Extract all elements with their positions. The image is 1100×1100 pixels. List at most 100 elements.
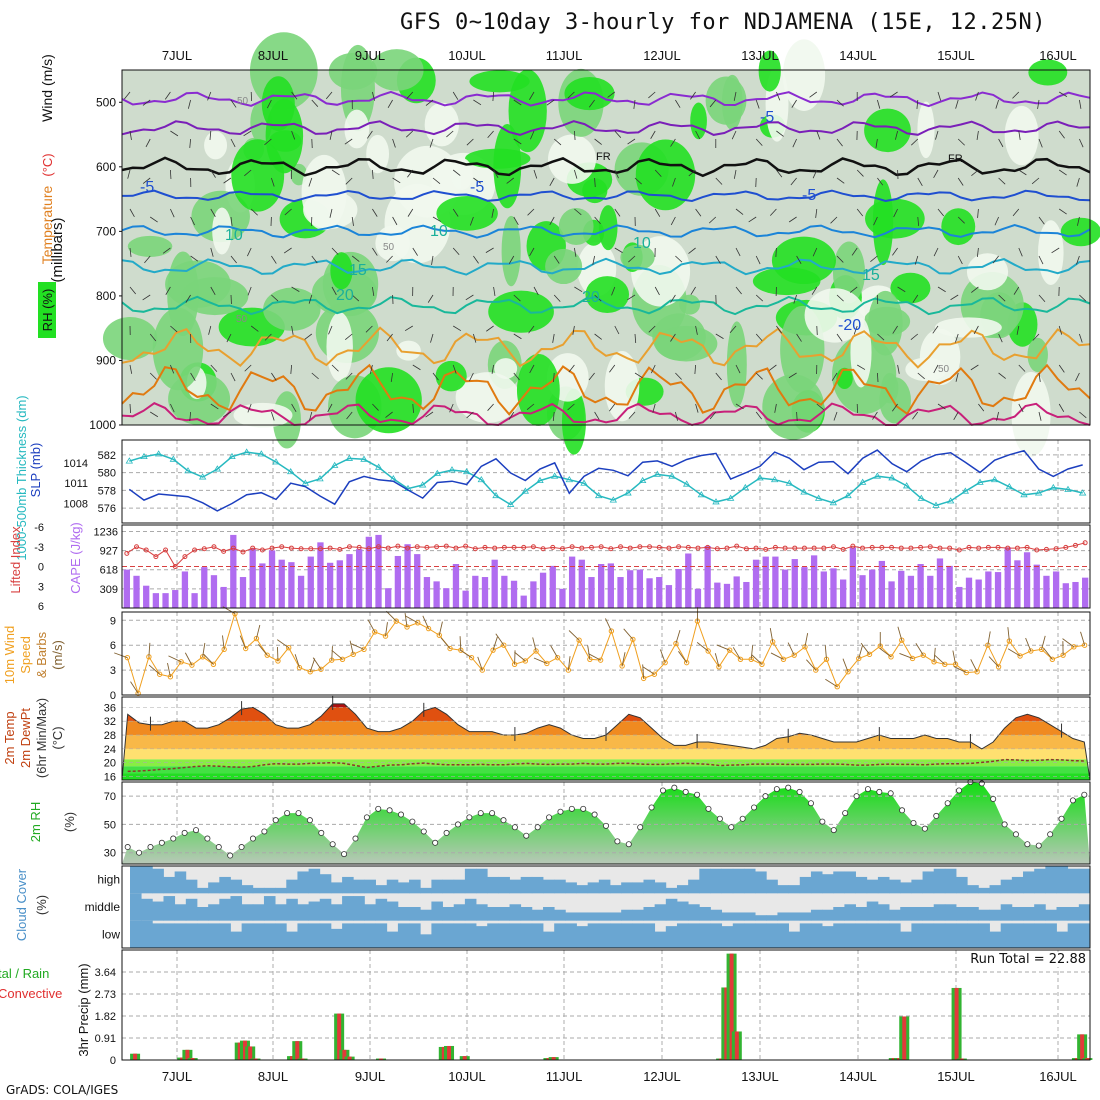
lifted-marker: [463, 543, 469, 549]
thickness-marker: [888, 474, 896, 481]
rh-marker: [864, 786, 871, 793]
cape-bar: [810, 555, 818, 608]
thickness-marker: [433, 469, 442, 476]
wind-barb-10m: [1080, 631, 1086, 646]
cloud-cell-low: [1000, 923, 1013, 948]
wind-barb: [1032, 333, 1040, 341]
cloud-cell-high: [944, 868, 957, 894]
wind-barb: [412, 403, 414, 414]
rh-blob: [864, 108, 911, 153]
wind-barb-10m: [716, 644, 730, 651]
precip-conv-bar: [897, 1058, 902, 1060]
cape-bar: [849, 547, 856, 608]
wind-speed-marker: [673, 640, 679, 647]
wind-barb: [425, 99, 434, 106]
lifted-marker: [211, 544, 217, 550]
isotherm-label: 50: [236, 314, 248, 325]
wind-barb: [508, 411, 515, 420]
rh-blob: [832, 241, 866, 304]
rh-blob: [598, 205, 618, 251]
temp-band: [122, 748, 1090, 760]
date-label-top: 14JUL: [839, 48, 877, 63]
cape-bar: [975, 579, 982, 608]
lifted-marker: [995, 544, 1001, 550]
lifted-marker: [317, 546, 323, 552]
wind-barb: [611, 286, 616, 296]
wind-barb: [210, 364, 218, 372]
cape-bar: [394, 555, 402, 608]
wind-barb: [715, 333, 724, 339]
cloud-cell-high: [665, 887, 678, 894]
cloud-cell-middle: [565, 912, 577, 921]
wind-barb: [788, 216, 797, 223]
temp-axis-label-3: (°C): [50, 726, 65, 749]
precip-conv-bar: [551, 1057, 556, 1060]
cloud-cell-middle: [520, 907, 533, 921]
rh-blob: [582, 178, 608, 204]
lifted-marker: [792, 545, 798, 551]
wind-barb: [506, 177, 515, 184]
precip-conv-legend: Convective: [0, 986, 62, 1001]
cloud-cell-low: [286, 931, 298, 948]
wind-barb: [210, 247, 214, 257]
lifted-marker: [453, 545, 459, 551]
wind-barb: [796, 255, 802, 264]
thickness-marker: [1078, 489, 1087, 496]
cloud-cell-low: [308, 923, 321, 948]
cloud-cell-middle: [799, 912, 812, 921]
lifted-marker: [724, 545, 730, 551]
rh-marker: [1024, 841, 1031, 848]
cloud-cell-high: [598, 879, 611, 894]
wind-barb: [427, 294, 434, 303]
wind-barb-10m: [732, 647, 741, 660]
xs-wind-label: Wind (m/s): [39, 54, 55, 122]
wind-barb-10m: [404, 613, 408, 628]
lifted-marker: [414, 544, 420, 550]
wind-barb: [996, 411, 999, 421]
thickness-marker: [653, 470, 662, 477]
wind-barb: [513, 216, 519, 225]
cloud-cell-middle: [844, 904, 856, 921]
lifted-marker: [1082, 540, 1088, 546]
cape-bar: [220, 586, 227, 608]
wind-barb: [892, 325, 898, 334]
lifted-marker: [143, 547, 149, 553]
cloud-cell-middle: [643, 907, 656, 921]
wind-barb: [267, 99, 272, 109]
xs-y-tick: 900: [96, 353, 116, 367]
rh-blob: [263, 287, 321, 331]
wind-barb-10m: [239, 635, 247, 649]
rh-marker: [432, 839, 439, 846]
wind-speed-marker: [630, 636, 636, 643]
lifted-marker: [1005, 545, 1011, 551]
wind-barb: [1038, 216, 1045, 225]
wind-barb: [836, 177, 845, 184]
wind-barb-10m: [184, 652, 193, 666]
wind-barb: [1012, 208, 1020, 217]
cloud-cell-low: [989, 931, 1002, 948]
wind-barb: [465, 294, 474, 301]
thickness-marker: [902, 482, 911, 489]
wind-barb: [634, 372, 643, 379]
wind-barb: [284, 208, 292, 216]
wind-barb: [291, 286, 300, 292]
lifted-marker: [753, 545, 759, 551]
cloud-cell-low: [743, 923, 756, 948]
wind-barb: [429, 138, 434, 148]
cape-bar: [927, 575, 934, 608]
lifted-marker: [172, 564, 178, 569]
wind-barb: [271, 294, 279, 302]
cloud-cell-high: [230, 879, 243, 894]
wind-barb-10m: [842, 658, 849, 672]
cloud-cell-middle: [877, 904, 890, 921]
wind-barb: [937, 91, 942, 101]
cloud-cell-low: [967, 923, 979, 948]
precip-conv-bar: [891, 1058, 896, 1060]
wind-tick: 6: [110, 640, 116, 652]
wind-barb: [271, 255, 277, 264]
cloud-cell-low: [386, 931, 399, 948]
wind-barb: [735, 247, 741, 257]
wind-barb: [452, 325, 462, 332]
thickness-marker: [550, 472, 559, 479]
cape-bar: [888, 581, 895, 608]
